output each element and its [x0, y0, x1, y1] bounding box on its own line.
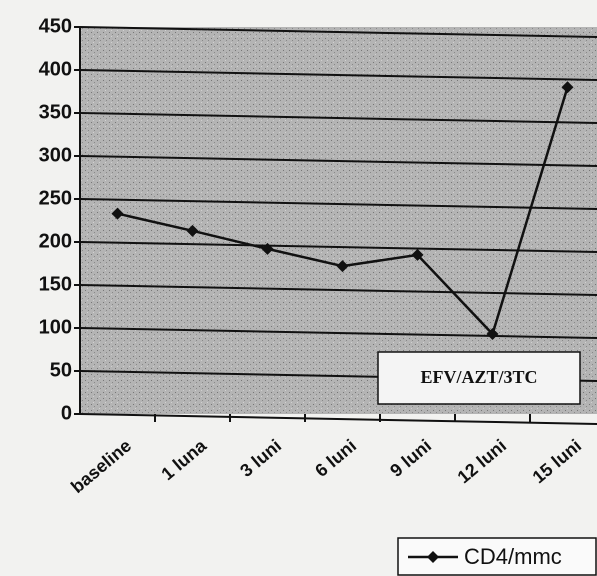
marker: [111, 207, 124, 220]
y-tick-label: 450: [39, 15, 72, 37]
y-tick-label: 200: [39, 230, 72, 252]
x-tick-label: baseline: [67, 435, 135, 497]
x-tick-label: 9 luni: [386, 435, 435, 481]
x-tick-label: 12 luni: [454, 435, 511, 487]
grid-line: [79, 413, 597, 425]
marker: [336, 260, 349, 273]
legend-label: CD4/mmc: [464, 544, 562, 569]
x-tick-label: 6 luni: [311, 435, 360, 481]
grid-line: [79, 155, 597, 167]
marker: [486, 328, 499, 341]
y-tick-label: 50: [50, 359, 72, 381]
y-tick-label: 300: [39, 144, 72, 166]
marker: [411, 248, 424, 261]
x-tick-label: 15 luni: [529, 435, 586, 487]
plot-area: [80, 27, 597, 414]
x-tick-label: 3 luni: [236, 435, 285, 481]
annotation: EFV/AZT/3TC: [420, 367, 537, 387]
grid-line: [79, 198, 597, 210]
grid-line: [79, 241, 597, 253]
y-tick-label: 100: [39, 316, 72, 338]
annotation-box: [377, 351, 581, 405]
grid-line: [79, 26, 597, 38]
y-tick-label: 400: [39, 58, 72, 80]
grid-line: [79, 327, 597, 339]
grid-line: [79, 284, 597, 296]
x-tick-label: 1 luna: [157, 435, 210, 484]
y-tick-label: 150: [39, 273, 72, 295]
y-tick-label: 0: [61, 402, 72, 424]
y-tick-label: 350: [39, 101, 72, 123]
marker: [186, 224, 199, 237]
grid-line: [79, 112, 597, 124]
y-tick-label: 250: [39, 187, 72, 209]
marker: [261, 242, 274, 255]
grid-line: [79, 69, 597, 81]
legend-marker: [427, 551, 439, 563]
marker: [561, 81, 574, 94]
